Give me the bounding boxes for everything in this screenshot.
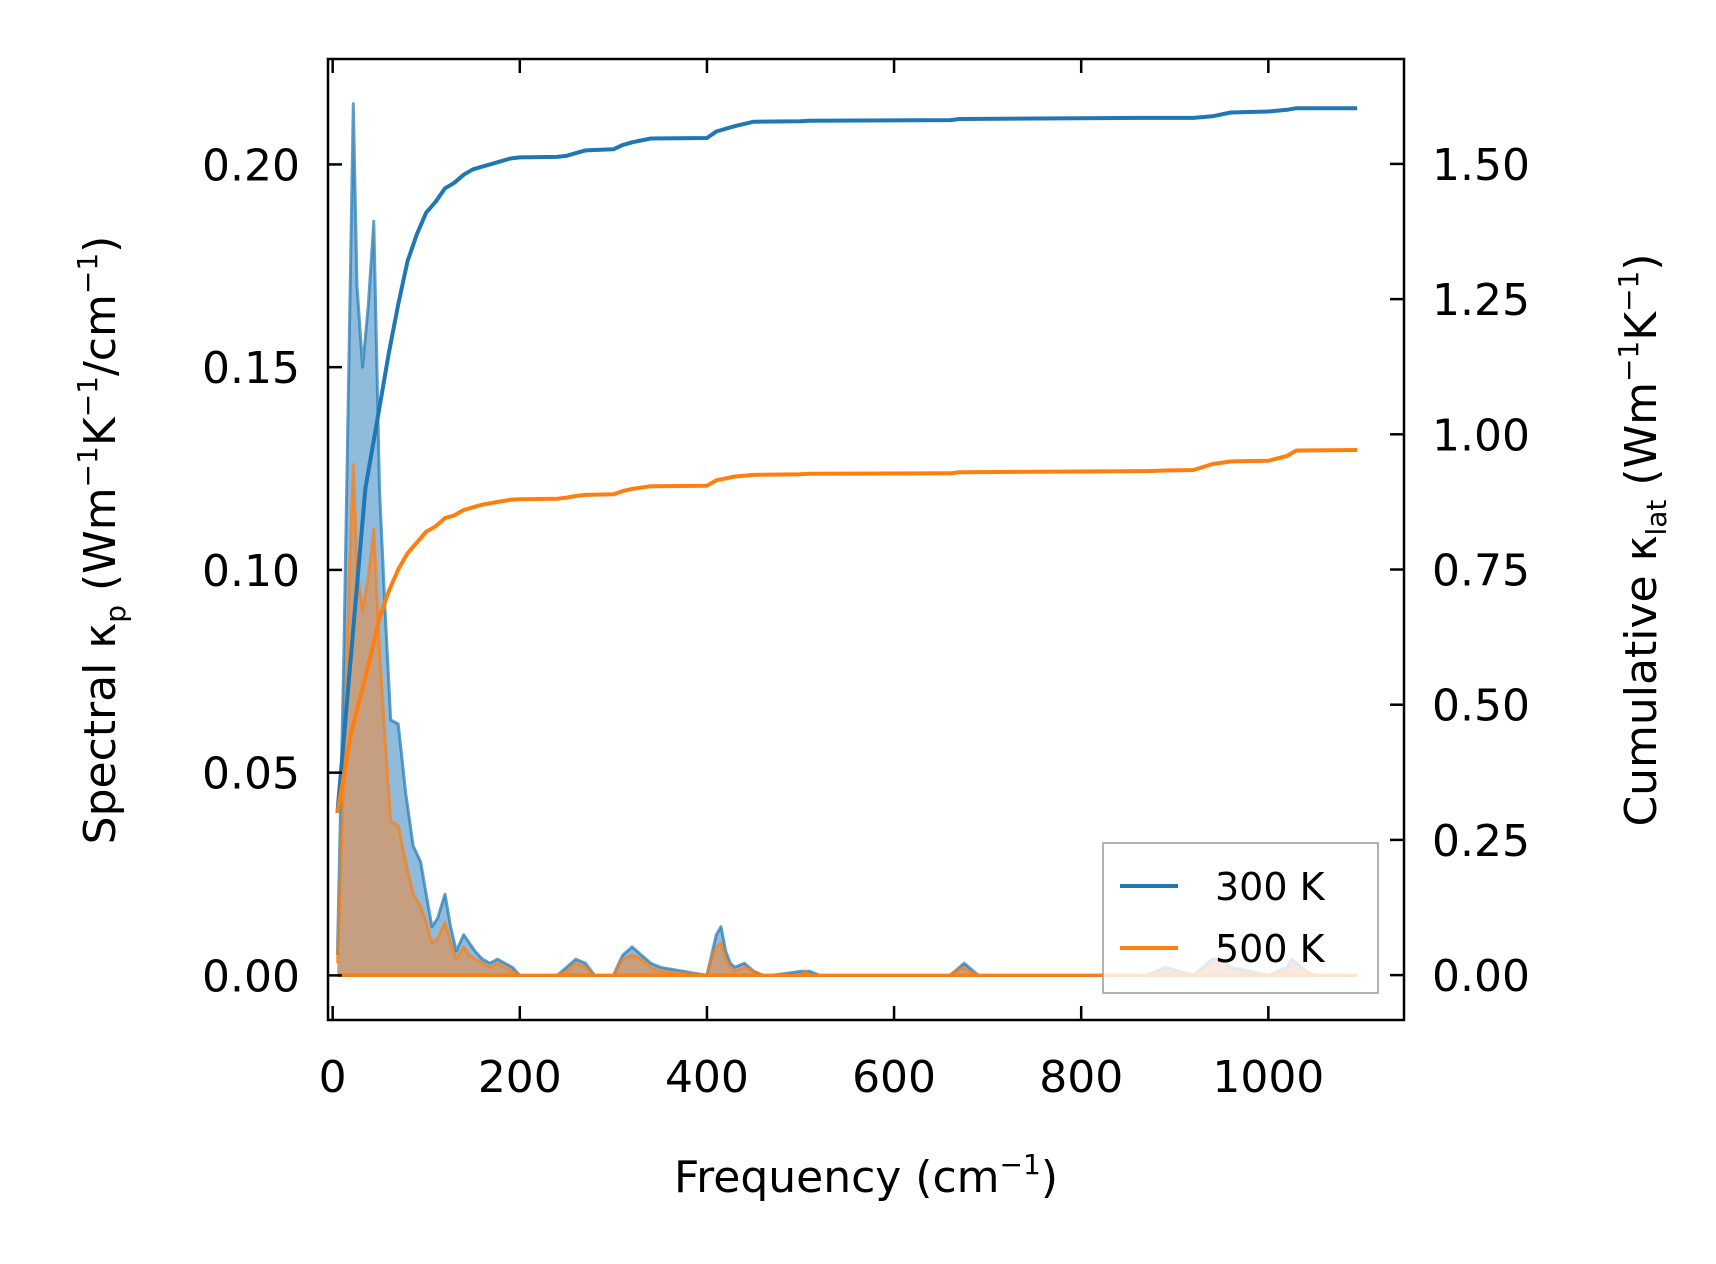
x-tick-label: 400 xyxy=(665,1052,749,1103)
y-right-tick-label: 1.00 xyxy=(1432,410,1530,461)
legend-label-300k: 300 K xyxy=(1215,865,1326,909)
y-left-tick-label: 0.05 xyxy=(202,749,300,800)
cumulative-line-layer xyxy=(335,106,1358,814)
x-axis-title: Frequency (cm−1) xyxy=(674,1148,1058,1203)
cumulative-line-300k xyxy=(335,106,1358,814)
y-right-tick-label: 1.50 xyxy=(1432,140,1530,191)
legend-label-500k: 500 K xyxy=(1215,927,1326,971)
x-tick-label: 1000 xyxy=(1212,1052,1324,1103)
y-right-tick-label: 0.50 xyxy=(1432,681,1530,732)
y-right-axis-ticks: 0.00 0.25 0.50 0.75 1.00 1.25 1.50 xyxy=(1390,140,1530,1002)
y-left-tick-label: 0.10 xyxy=(202,546,300,597)
y-left-tick-label: 0.20 xyxy=(202,140,300,191)
y-right-tick-label: 0.75 xyxy=(1432,546,1530,597)
y-left-axis-ticks: 0.00 0.05 0.10 0.15 0.20 xyxy=(202,140,342,1002)
x-tick-label: 0 xyxy=(319,1052,347,1103)
x-tick-label: 800 xyxy=(1039,1052,1123,1103)
legend: 300 K 500 K xyxy=(1102,842,1379,994)
y-left-tick-label: 0.15 xyxy=(202,343,300,394)
y-right-tick-label: 0.25 xyxy=(1432,816,1530,867)
x-axis-ticks: 0 200 400 600 800 1000 xyxy=(319,59,1324,1103)
y-right-tick-label: 1.25 xyxy=(1432,275,1530,326)
y-left-axis-title: Spectral κp (Wm−1K−1/cm−1) xyxy=(71,236,132,845)
x-tick-label: 200 xyxy=(478,1052,562,1103)
x-tick-label: 600 xyxy=(852,1052,936,1103)
y-right-axis-title: Cumulative κlat (Wm−1K−1) xyxy=(1612,253,1673,826)
cumulative-line-500k xyxy=(335,448,1358,814)
legend-box xyxy=(1102,842,1379,994)
y-right-tick-label: 0.00 xyxy=(1432,951,1530,1002)
y-left-tick-label: 0.00 xyxy=(202,951,300,1002)
plot-frame xyxy=(326,57,1406,1022)
